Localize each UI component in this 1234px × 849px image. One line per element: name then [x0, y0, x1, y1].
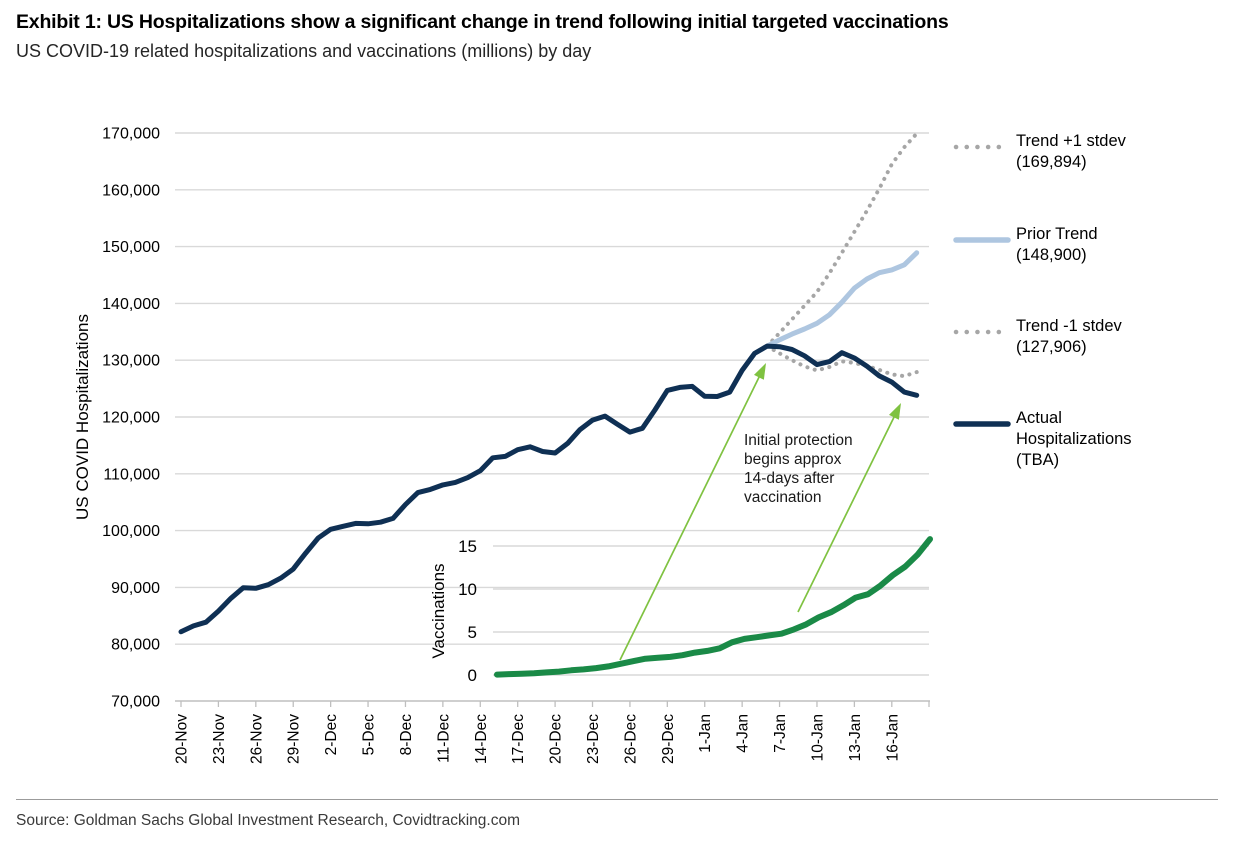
arrow-1-shaft	[619, 374, 762, 661]
x-tick-label: 11-Dec	[435, 714, 452, 763]
arrow-1-head	[754, 363, 766, 380]
legend-swatch-glyph	[953, 237, 1011, 243]
x-tick-label: 2-Dec	[323, 714, 340, 756]
annotation-initial-protection: Initial protection begins approx 14-days…	[744, 432, 853, 506]
legend-series-name: Prior Trend	[1016, 225, 1098, 243]
legend-swatch-solid-line	[953, 415, 1011, 433]
trend-minus-1-stdev-line	[765, 344, 919, 379]
inset-y-tick-label: 0	[468, 666, 477, 685]
x-axis-tick-labels: 20-Nov 23-Nov 26-Nov 29-Nov 2-Dec 5-Dec 8-Dec 1…	[174, 714, 902, 764]
x-tick-label: 26-Nov	[248, 714, 265, 764]
actual-hospitalizations-line	[178, 343, 920, 635]
y-tick-label: 150,000	[102, 239, 160, 256]
legend-item-prior-trend: Prior Trend (148,900)	[953, 224, 1221, 266]
legend-series-value: (169,894)	[1016, 153, 1087, 171]
vaccinations-line	[494, 536, 933, 678]
x-tick-label: 8-Dec	[398, 714, 415, 756]
x-axis	[175, 700, 930, 707]
x-tick-label: 26-Dec	[622, 714, 639, 764]
legend-swatch-glyph	[953, 421, 1011, 427]
x-tick-label: 4-Jan	[735, 714, 752, 753]
legend-swatch-dotted-line	[953, 138, 1011, 156]
y-tick-label: 110,000	[103, 466, 160, 483]
legend-label: Prior Trend (148,900)	[1016, 224, 1176, 266]
legend-series-value: (148,900)	[1016, 246, 1087, 264]
legend-label: Trend -1 stdev (127,906)	[1016, 316, 1176, 358]
legend-swatch-dotted-line	[953, 323, 1011, 341]
legend-series-name: Trend -1 stdev	[1016, 317, 1122, 335]
y-axis-title: US COVID Hospitalizations	[73, 314, 92, 520]
y-tick-label: 170,000	[102, 126, 160, 143]
protection-lag-arrows	[619, 363, 901, 661]
x-tick-label: 29-Dec	[660, 714, 677, 764]
legend-swatch-solid-line	[953, 231, 1011, 249]
legend-item-trend-plus-1-stdev: Trend +1 stdev (169,894)	[953, 131, 1221, 173]
y-tick-label: 80,000	[111, 637, 160, 654]
inset-y-axis-title: Vaccinations	[429, 563, 448, 658]
x-tick-label: 20-Nov	[174, 714, 191, 764]
x-tick-label: 7-Jan	[772, 714, 789, 753]
y-tick-label: 100,000	[102, 523, 160, 540]
inset-y-tick-label: 10	[458, 580, 477, 599]
legend-item-actual-hospitalizations: Actual Hospitalizations (TBA)	[953, 408, 1221, 471]
legend-series-value: (TBA)	[1016, 451, 1060, 469]
x-tick-label: 5-Dec	[361, 714, 378, 756]
y-tick-label: 130,000	[102, 353, 160, 370]
arrow-2-shaft	[797, 414, 897, 613]
legend-swatch-glyph	[953, 144, 1011, 150]
inset-y-tick-label: 5	[468, 623, 477, 642]
x-tick-label: 1-Jan	[697, 714, 714, 753]
x-tick-label: 20-Dec	[548, 714, 565, 764]
hospitalizations-vaccinations-chart: 70,000 80,000 90,000 100,000 110,000 120,000 1…	[73, 126, 933, 764]
x-tick-label: 13-Jan	[847, 714, 864, 761]
y-tick-label: 120,000	[102, 410, 160, 427]
y-tick-label: 70,000	[111, 694, 160, 711]
y-tick-label: 90,000	[111, 580, 160, 597]
x-tick-label: 23-Nov	[211, 714, 228, 764]
vaccinations-inset: 0 5 10 15 Vaccinations	[429, 537, 929, 685]
arrow-2-head	[888, 403, 901, 420]
divider	[16, 799, 1218, 800]
y-tick-label: 140,000	[102, 296, 160, 313]
x-tick-label: 17-Dec	[510, 714, 527, 764]
legend-series-value: (127,906)	[1016, 338, 1087, 356]
x-tick-label: 14-Dec	[473, 714, 490, 764]
source-text: Source: Goldman Sachs Global Investment …	[16, 812, 520, 829]
page-subtitle: US COVID-19 related hospitalizations and…	[16, 41, 592, 61]
legend-series-name: Actual Hospitalizations	[1016, 409, 1132, 448]
legend-item-trend-minus-1-stdev: Trend -1 stdev (127,906)	[953, 316, 1221, 358]
x-tick-label: 10-Jan	[809, 714, 826, 761]
y-tick-label: 160,000	[102, 182, 160, 199]
prior-trend-line	[764, 250, 920, 349]
page-title: Exhibit 1: US Hospitalizations show a si…	[16, 11, 949, 33]
legend-label: Trend +1 stdev (169,894)	[1016, 131, 1176, 173]
legend-series-name: Trend +1 stdev	[1016, 132, 1126, 150]
trend-plus-1-stdev-line	[765, 131, 919, 349]
x-tick-label: 23-Dec	[585, 714, 602, 764]
main-gridlines	[175, 132, 929, 645]
legend-label: Actual Hospitalizations (TBA)	[1016, 408, 1176, 471]
inset-y-tick-label: 15	[458, 537, 477, 556]
y-axis-tick-labels: 70,000 80,000 90,000 100,000 110,000 120,000 1…	[102, 126, 160, 711]
x-tick-label: 29-Nov	[286, 714, 303, 764]
legend-swatch-glyph	[953, 329, 1011, 335]
x-tick-label: 16-Jan	[884, 714, 901, 761]
